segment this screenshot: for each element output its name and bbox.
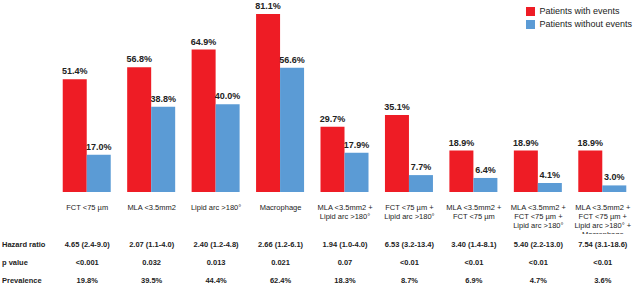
html-text:p value: p value: [2, 258, 28, 267]
html-text:Patients with events: Patients with events: [539, 6, 620, 16]
html-text:<0.01: <0.01: [593, 258, 613, 267]
svg-text:18.9%: 18.9%: [513, 138, 539, 148]
html-text:3.40 (1.4-8.1): 3.40 (1.4-8.1): [451, 240, 497, 249]
svg-text:FCT <75 µm: FCT <75 µm: [66, 203, 108, 212]
svg-text:MLA <3.5mm2 +FCT <75 µm +Lipid: MLA <3.5mm2 +FCT <75 µm +Lipid arc >180°…: [574, 203, 631, 234]
html-text:62.4%: 62.4%: [269, 276, 292, 285]
html-text:2.40 (1.2-4.8): 2.40 (1.2-4.8): [193, 240, 239, 249]
html-text:44.4%: 44.4%: [205, 276, 227, 285]
html-text:<0.01: <0.01: [464, 258, 484, 267]
svg-text:18.9%: 18.9%: [449, 138, 475, 148]
svg-text:17.0%: 17.0%: [86, 142, 112, 152]
html-text:2.07 (1.1-4.0): 2.07 (1.1-4.0): [129, 240, 175, 249]
svg-text:38.8%: 38.8%: [150, 94, 176, 104]
html-text:4.65 (2.4-9.0): 4.65 (2.4-9.0): [64, 240, 110, 249]
html-text:7.54 (3.1-18.6): 7.54 (3.1-18.6): [578, 240, 628, 249]
svg-text:64.9%: 64.9%: [191, 37, 217, 47]
html-text:<0.01: <0.01: [528, 258, 548, 267]
html-text:18.3%: 18.3%: [334, 276, 356, 285]
svg-text:81.1%: 81.1%: [255, 1, 281, 11]
svg-text:4.1%: 4.1%: [540, 170, 561, 180]
svg-text:7.7%: 7.7%: [411, 162, 432, 172]
svg-text:51.4%: 51.4%: [62, 66, 88, 76]
html-text:0.013: 0.013: [206, 258, 226, 267]
html-text:6.53 (3.2-13.4): 6.53 (3.2-13.4): [384, 240, 434, 249]
html-text:8.7%: 8.7%: [400, 276, 418, 285]
html-text:0.021: 0.021: [271, 258, 290, 267]
html-text:5.40 (2.2-13.0): 5.40 (2.2-13.0): [513, 240, 563, 249]
html-text:6.9%: 6.9%: [465, 276, 483, 285]
html-text:<0.001: <0.001: [75, 258, 99, 267]
svg-text:35.1%: 35.1%: [384, 102, 410, 112]
svg-text:MLA <3.5mm2: MLA <3.5mm2: [127, 203, 176, 212]
svg-text:56.6%: 56.6%: [279, 55, 305, 65]
svg-text:FCT <75 µm +Lipid arc >180°: FCT <75 µm +Lipid arc >180°: [384, 203, 434, 221]
svg-text:Macrophage: Macrophage: [260, 203, 302, 212]
svg-text:MLA <3.5mm2 +FCT <75 µm +Lipid: MLA <3.5mm2 +FCT <75 µm +Lipid arc >180°: [511, 203, 567, 230]
svg-text:MLA <3.5mm2 +FCT <75 µm: MLA <3.5mm2 +FCT <75 µm: [446, 203, 502, 221]
html-text:Hazard ratio: Hazard ratio: [2, 240, 46, 249]
svg-text:3.0%: 3.0%: [604, 172, 625, 182]
svg-text:56.8%: 56.8%: [126, 54, 152, 64]
html-text:0.07: 0.07: [337, 258, 353, 267]
html-text:2.66 (1.2-6.1): 2.66 (1.2-6.1): [258, 240, 304, 249]
html-text:4.7%: 4.7%: [529, 276, 547, 285]
html-text:3.6%: 3.6%: [594, 276, 612, 285]
html-text:0.032: 0.032: [142, 258, 161, 267]
html-text:39.5%: 39.5%: [141, 276, 163, 285]
html-text:19.8%: 19.8%: [76, 276, 98, 285]
svg-text:Lipid arc >180°: Lipid arc >180°: [191, 203, 241, 212]
html-text:Prevalence: Prevalence: [2, 276, 42, 285]
svg-text:6.4%: 6.4%: [475, 165, 496, 175]
html-text:Patients without events: Patients without events: [539, 19, 632, 29]
svg-text:17.9%: 17.9%: [344, 140, 370, 150]
svg-text:40.0%: 40.0%: [215, 91, 241, 101]
html-text:1.94 (1.0-4.0): 1.94 (1.0-4.0): [322, 240, 368, 249]
svg-text:18.9%: 18.9%: [578, 138, 604, 148]
svg-text:MLA <3.5mm2 +Lipid arc >180°: MLA <3.5mm2 +Lipid arc >180°: [317, 203, 373, 221]
svg-text:29.7%: 29.7%: [320, 114, 346, 124]
html-text:<0.01: <0.01: [399, 258, 419, 267]
